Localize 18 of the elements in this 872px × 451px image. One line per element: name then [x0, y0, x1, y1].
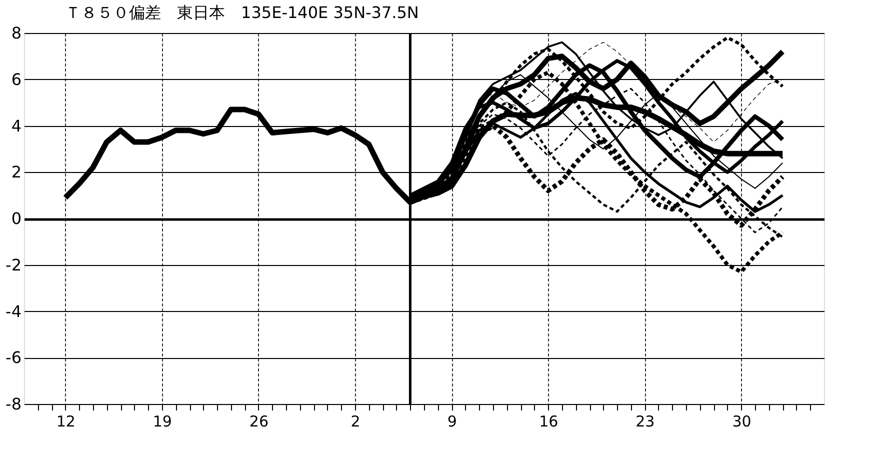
- x-tick-label: 30: [732, 412, 752, 430]
- x-tick-label: 9: [447, 412, 457, 430]
- y-tick-label: 4: [11, 116, 22, 136]
- y-tick-label: 0: [11, 209, 22, 228]
- y-tick-label: -8: [6, 394, 22, 414]
- x-tick-label: 23: [636, 412, 655, 430]
- x-tick-label: 16: [539, 412, 558, 430]
- chart-title: Ｔ８５０偏差 東日本 135E-140E 35N-37.5N: [65, 3, 419, 22]
- x-tick-label: 12: [56, 412, 76, 430]
- y-tick-label: -2: [6, 255, 22, 274]
- y-tick-label: 8: [11, 24, 22, 42]
- y-tick-label: -6: [6, 348, 22, 368]
- x-tick-label: 26: [249, 412, 269, 430]
- x-tick-label: 19: [152, 412, 172, 430]
- y-tick-label: -4: [6, 302, 22, 321]
- x-tick-label: 2: [350, 412, 360, 430]
- y-tick-label: 2: [11, 162, 22, 182]
- y-tick-label: 6: [11, 70, 22, 89]
